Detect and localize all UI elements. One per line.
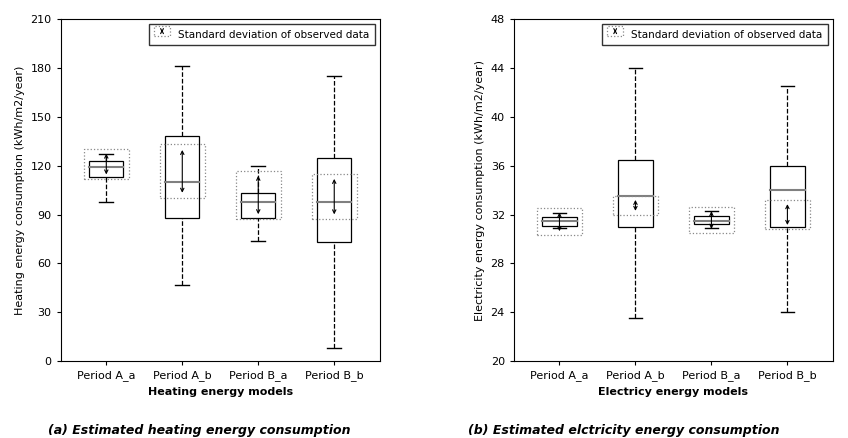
Bar bbox=[84, 149, 129, 179]
Bar bbox=[689, 207, 734, 233]
Bar bbox=[236, 170, 281, 219]
Bar bbox=[770, 166, 805, 227]
Bar bbox=[613, 196, 658, 215]
Y-axis label: Heating energy consumption (kWh/m2/year): Heating energy consumption (kWh/m2/year) bbox=[15, 65, 25, 315]
Bar bbox=[695, 216, 728, 224]
Text: (a) Estimated heating energy consumption: (a) Estimated heating energy consumption bbox=[48, 424, 350, 437]
Text: (b) Estimated elctricity energy consumption: (b) Estimated elctricity energy consumpt… bbox=[467, 424, 779, 437]
Bar bbox=[765, 200, 810, 229]
Bar bbox=[89, 161, 124, 177]
Bar bbox=[165, 136, 199, 218]
Legend: Standard deviation of observed data: Standard deviation of observed data bbox=[602, 24, 828, 46]
Bar bbox=[312, 174, 357, 219]
Bar bbox=[160, 145, 204, 198]
Bar bbox=[537, 208, 582, 235]
Bar bbox=[543, 217, 577, 226]
Bar bbox=[241, 193, 276, 218]
Bar bbox=[317, 158, 351, 242]
X-axis label: Electricy energy models: Electricy energy models bbox=[599, 387, 749, 397]
Legend: Standard deviation of observed data: Standard deviation of observed data bbox=[149, 24, 375, 46]
Y-axis label: Electricity energy consumption (kWh/m2/year): Electricity energy consumption (kWh/m2/y… bbox=[475, 60, 485, 321]
X-axis label: Heating energy models: Heating energy models bbox=[148, 387, 293, 397]
Bar bbox=[618, 159, 653, 227]
